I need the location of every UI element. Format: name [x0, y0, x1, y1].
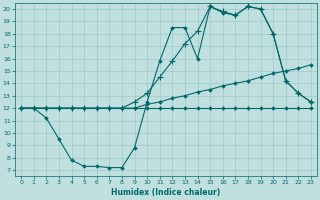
X-axis label: Humidex (Indice chaleur): Humidex (Indice chaleur): [111, 188, 221, 197]
